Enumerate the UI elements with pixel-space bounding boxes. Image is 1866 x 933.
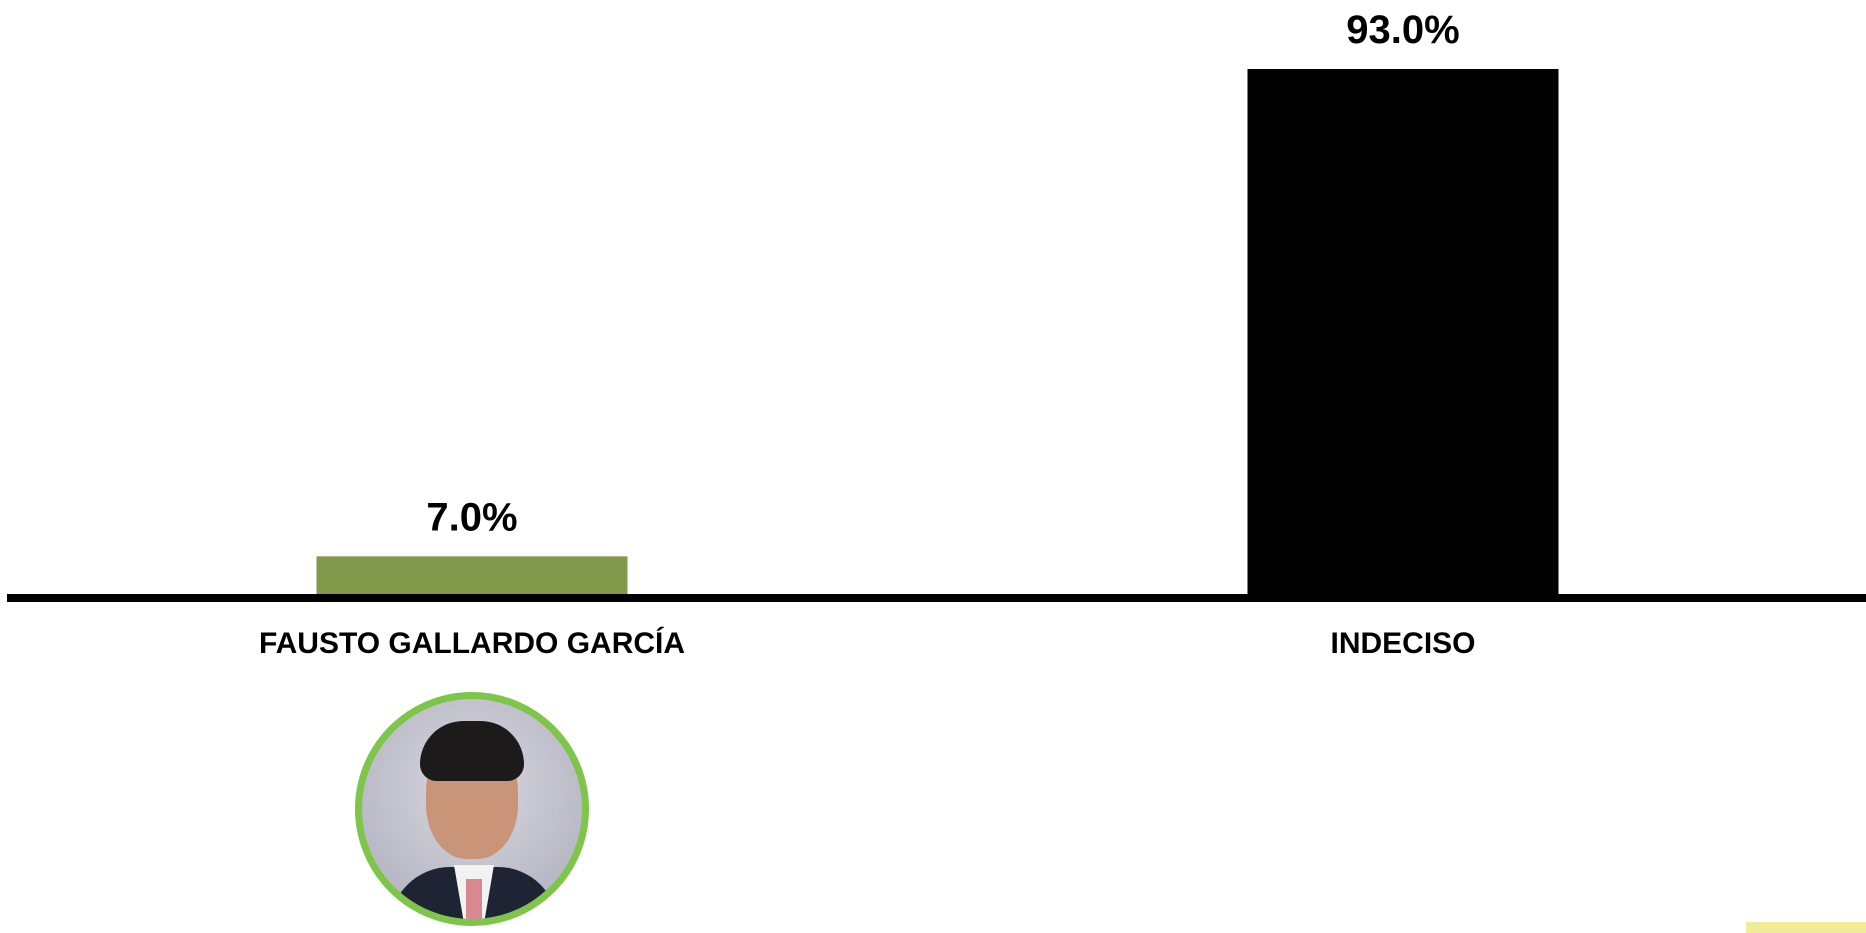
bar-1 (316, 556, 628, 596)
category-label-2: INDECISO (1330, 627, 1475, 660)
bar-2 (1247, 69, 1559, 596)
data-label-1: 7.0% (426, 495, 517, 539)
avatar-tie (466, 879, 482, 919)
candidate-photo-avatar (355, 692, 589, 926)
corner-color-swatch (1746, 922, 1866, 933)
category-label-1: FAUSTO GALLARDO GARCÍA (259, 626, 685, 660)
data-label-2: 93.0% (1346, 8, 1459, 52)
avatar-hair (420, 721, 524, 781)
